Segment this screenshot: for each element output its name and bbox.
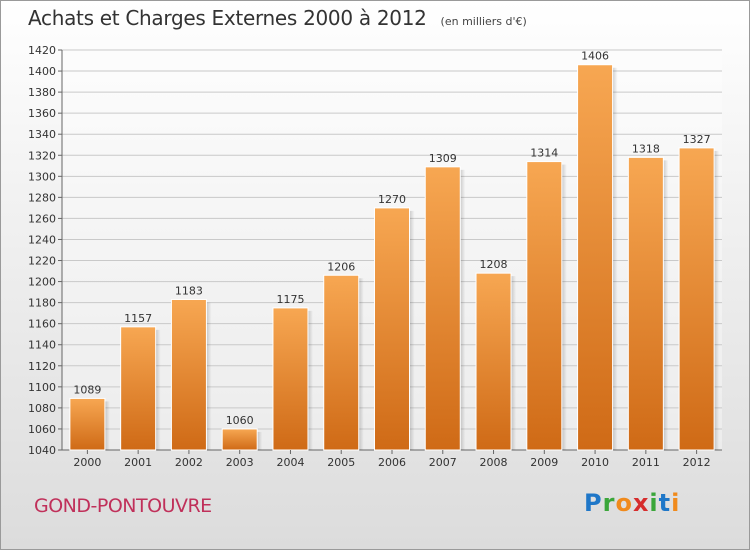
x-tick-label: 2010 (581, 456, 609, 469)
y-tick-label: 1140 (28, 339, 56, 352)
bar-shadow (257, 431, 263, 450)
bar-shadow (511, 276, 517, 450)
logo-letter: i (671, 489, 681, 517)
bar-2012 (678, 147, 715, 451)
bar-2011 (627, 156, 664, 451)
y-tick-label: 1120 (28, 360, 56, 373)
x-tick-label: 2004 (276, 456, 304, 469)
y-tick-label: 1280 (28, 191, 56, 204)
logo-letter: P (584, 489, 603, 517)
y-tick-label: 1100 (28, 381, 56, 394)
logo-letter: x (632, 489, 650, 517)
y-tick-label: 1320 (28, 149, 56, 162)
chart-unit: (en milliers d'€) (440, 15, 527, 28)
bar-2001 (120, 326, 157, 451)
bar-2000 (69, 397, 106, 451)
y-tick-label: 1420 (28, 44, 56, 57)
chart-title: Achats et Charges Externes 2000 à 2012 (e… (28, 6, 527, 30)
data-label: 1314 (530, 147, 558, 160)
bar-2007 (424, 166, 461, 451)
x-tick-label: 2000 (73, 456, 101, 469)
data-label: 1318 (632, 142, 660, 155)
x-tick-label: 2007 (429, 456, 457, 469)
bar-2004 (272, 307, 309, 451)
bar-shadow (612, 67, 618, 450)
y-tick-label: 1340 (28, 128, 56, 141)
data-label: 1183 (175, 284, 203, 297)
logo-letter: o (615, 489, 633, 517)
logo-letter: t (658, 489, 672, 517)
x-tick-label: 2011 (632, 456, 660, 469)
bar-2008 (475, 272, 512, 451)
bar-shadow (104, 401, 110, 450)
data-label: 1208 (480, 258, 508, 271)
logo-letter: i (649, 489, 659, 517)
x-tick-label: 2001 (124, 456, 152, 469)
bar-2005 (323, 274, 360, 451)
y-tick-label: 1260 (28, 212, 56, 225)
chart-title-text: Achats et Charges Externes 2000 à 2012 (28, 6, 427, 30)
y-tick-label: 1040 (28, 444, 56, 457)
data-label: 1406 (581, 50, 609, 63)
data-label: 1309 (429, 152, 457, 165)
bar-shadow (561, 164, 567, 450)
bar-shadow (206, 302, 212, 450)
data-label: 1157 (124, 312, 152, 325)
x-tick-label: 2012 (683, 456, 711, 469)
y-tick-label: 1200 (28, 276, 56, 289)
y-tick-label: 1240 (28, 233, 56, 246)
bar-2009 (526, 161, 563, 451)
y-tick-label: 1060 (28, 423, 56, 436)
y-tick-label: 1300 (28, 170, 56, 183)
x-tick-label: 2006 (378, 456, 406, 469)
data-label: 1327 (683, 133, 711, 146)
logo-letter: r (602, 489, 616, 517)
y-tick-label: 1160 (28, 318, 56, 331)
bar-2002 (170, 298, 207, 451)
bar-shadow (460, 169, 466, 450)
y-tick-label: 1220 (28, 255, 56, 268)
proxiti-logo: Proxiti (584, 489, 680, 517)
bar-shadow (714, 150, 720, 451)
bar-shadow (358, 278, 364, 450)
y-tick-label: 1380 (28, 86, 56, 99)
bar-2003 (221, 428, 258, 451)
data-label: 1089 (73, 383, 101, 396)
data-label: 1206 (327, 260, 355, 273)
data-label: 1060 (226, 414, 254, 427)
bar-shadow (663, 160, 669, 451)
x-tick-label: 2003 (226, 456, 254, 469)
bar-shadow (307, 310, 313, 450)
y-tick-label: 1360 (28, 107, 56, 120)
x-tick-label: 2002 (175, 456, 203, 469)
y-tick-label: 1400 (28, 65, 56, 78)
bar-shadow (155, 329, 161, 450)
x-tick-label: 2008 (480, 456, 508, 469)
place-name: GOND-PONTOUVRE (34, 495, 212, 517)
y-tick-label: 1180 (28, 297, 56, 310)
data-label: 1270 (378, 193, 406, 206)
x-tick-label: 2009 (530, 456, 558, 469)
y-tick-label: 1080 (28, 402, 56, 415)
bar-2010 (577, 64, 614, 451)
x-tick-label: 2005 (327, 456, 355, 469)
bar-2006 (374, 207, 410, 451)
data-label: 1175 (276, 293, 304, 306)
bar-shadow (409, 210, 415, 450)
